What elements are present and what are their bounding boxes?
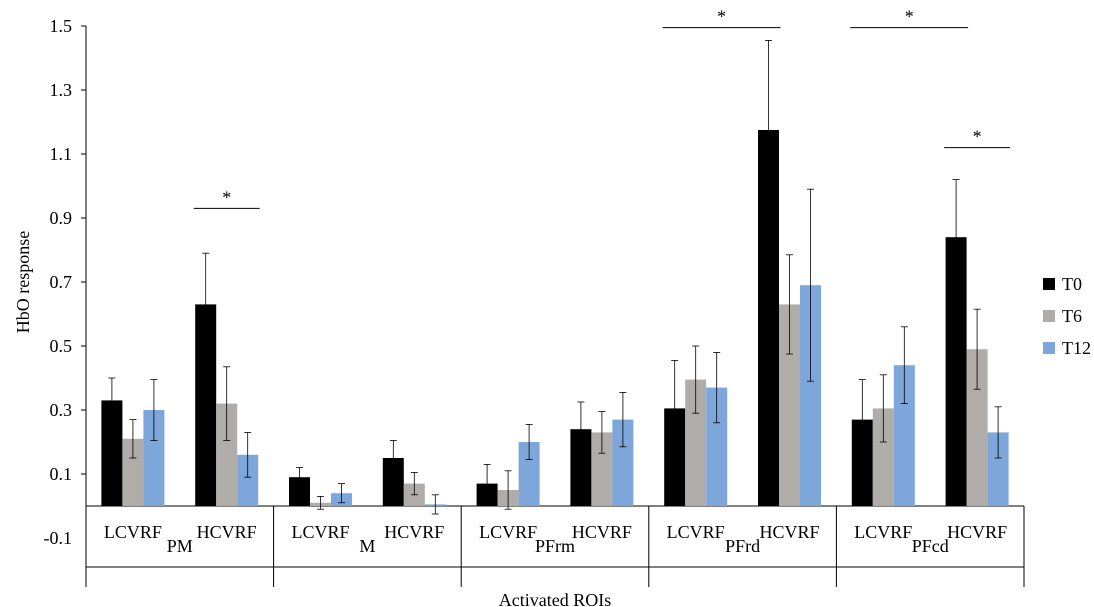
bar-t6 <box>216 403 238 506</box>
legend-swatch-t0 <box>1043 278 1055 290</box>
y-tick-label: 0.7 <box>50 272 73 292</box>
group-label: PFcd <box>912 536 949 556</box>
group-label: PFrm <box>535 536 575 556</box>
bar-t6 <box>591 432 613 506</box>
subcategory-label: LCVRF <box>667 522 725 542</box>
bar-t0 <box>758 130 779 506</box>
bar-t6 <box>122 438 144 506</box>
bar-t6 <box>872 408 894 506</box>
bar-t0 <box>570 429 592 506</box>
bar-t12 <box>518 442 540 506</box>
bar-t6 <box>779 304 800 506</box>
subcategory-label: HCVRF <box>384 522 444 542</box>
bar-t0 <box>851 419 873 506</box>
group-label: PFrd <box>725 536 760 556</box>
bar-t0 <box>945 237 967 506</box>
subcategory-label: LCVRF <box>104 522 162 542</box>
bar-t0 <box>382 458 404 506</box>
bar-t12 <box>987 432 1009 506</box>
bar-t12 <box>237 454 259 506</box>
bar-t6 <box>966 349 988 506</box>
subcategory-label: HCVRF <box>947 522 1007 542</box>
legend-swatch-t6 <box>1043 310 1055 322</box>
bar-t12 <box>612 419 634 506</box>
legend-label-t12: T12 <box>1062 338 1091 358</box>
significance-star: * <box>905 7 914 27</box>
y-tick-label: 0.9 <box>50 208 73 228</box>
y-tick-label: 0.3 <box>50 400 73 420</box>
bar-t12 <box>706 387 728 506</box>
bar-t12 <box>143 410 165 506</box>
y-axis-title: HbO response <box>13 231 33 333</box>
legend-label-t0: T0 <box>1062 274 1082 294</box>
group-label: PM <box>167 536 193 556</box>
subcategory-label: HCVRF <box>572 522 632 542</box>
bar-t0 <box>664 408 686 506</box>
significance-star: * <box>222 187 231 207</box>
bar-t0 <box>289 477 310 506</box>
group-label: M <box>359 536 375 556</box>
y-tick-label: -0.1 <box>44 528 73 548</box>
legend-swatch-t12 <box>1043 342 1055 354</box>
bar-t0 <box>101 400 123 506</box>
subcategory-label: LCVRF <box>291 522 349 542</box>
x-axis-title: Activated ROIs <box>499 590 611 607</box>
bar-t6 <box>685 379 707 506</box>
bar-t12 <box>893 365 915 506</box>
subcategory-label: HCVRF <box>197 522 257 542</box>
y-tick-label: 0.5 <box>50 336 73 356</box>
y-tick-label: 1.1 <box>50 144 73 164</box>
y-tick-label: 1.3 <box>50 80 73 100</box>
bar-t0 <box>195 304 217 506</box>
significance-star: * <box>717 7 726 27</box>
y-tick-label: 0.1 <box>50 464 73 484</box>
subcategory-label: HCVRF <box>759 522 819 542</box>
subcategory-label: LCVRF <box>854 522 912 542</box>
legend-label-t6: T6 <box>1062 306 1082 326</box>
subcategory-label: LCVRF <box>479 522 537 542</box>
y-tick-label: 1.5 <box>50 16 73 36</box>
significance-star: * <box>973 127 982 147</box>
bar-t12 <box>800 285 821 506</box>
